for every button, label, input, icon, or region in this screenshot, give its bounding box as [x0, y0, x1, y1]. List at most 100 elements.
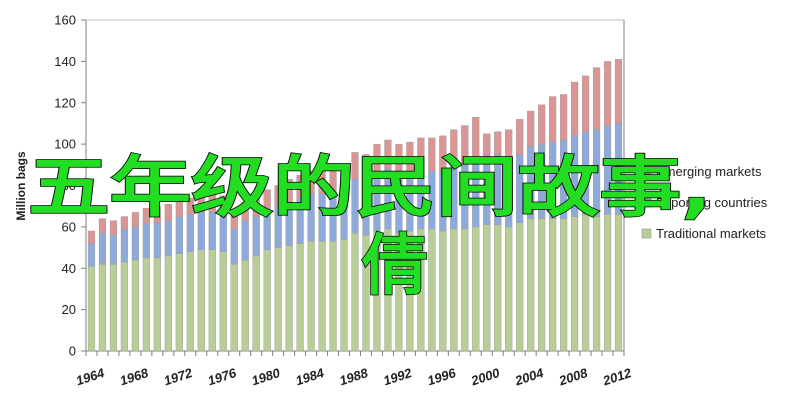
bar-emerging-markets-1973: [186, 197, 194, 215]
bar-emerging-markets-2010: [592, 67, 601, 130]
legend-label-traditional-markets: Traditional markets: [656, 226, 767, 241]
bar-emerging-markets-1998: [461, 125, 469, 166]
y-tick-label-100: 100: [54, 137, 76, 152]
bar-traditional-markets-1986: [329, 241, 337, 352]
bar-traditional-markets-2007: [560, 218, 568, 352]
bar-traditional-markets-1974: [197, 249, 205, 352]
bar-emerging-markets-1984: [307, 170, 315, 194]
bar-traditional-markets-1968: [131, 259, 140, 352]
bar-traditional-markets-1967: [120, 261, 129, 352]
bar-emerging-markets-1985: [318, 168, 326, 194]
bar-traditional-markets-1979: [252, 255, 260, 352]
x-tick-label-1976: 1976: [206, 365, 239, 388]
bar-emerging-markets-2009: [581, 75, 590, 132]
y-axis-title: Million bags: [14, 151, 28, 221]
bar-traditional-markets-1995: [428, 228, 436, 352]
bar-emerging-markets-1965: [98, 218, 107, 234]
bar-traditional-markets-2001: [494, 224, 502, 352]
bar-emerging-markets-1995: [428, 137, 436, 172]
bar-traditional-markets-1977: [230, 263, 238, 352]
x-tick-label-1972: 1972: [162, 365, 195, 388]
bar-emerging-markets-1975: [208, 193, 216, 213]
bar-traditional-markets-1983: [296, 243, 304, 352]
bar-traditional-markets-2010: [592, 216, 601, 352]
x-tick-label-1980: 1980: [250, 365, 283, 388]
bar-emerging-markets-1977: [230, 212, 238, 230]
bar-emerging-markets-1964: [87, 230, 96, 244]
bar-emerging-markets-1976: [219, 195, 227, 215]
bar-traditional-markets-2006: [549, 218, 557, 352]
y-tick-label-120: 120: [54, 95, 76, 110]
bar-exporting-countries-1964: [87, 243, 96, 267]
y-tick-labels: 0 20 40 60 80 100 120 140 160: [54, 13, 76, 359]
bar-emerging-markets-2002: [505, 129, 513, 161]
bar-emerging-markets-1994: [417, 137, 425, 172]
bar-traditional-markets-1971: [164, 255, 172, 352]
bar-emerging-markets-1993: [406, 141, 414, 174]
bar-traditional-markets-2003: [516, 222, 524, 352]
bar-traditional-markets-1973: [186, 251, 194, 352]
y-tick-label-140: 140: [54, 54, 76, 69]
bar-traditional-markets-1997: [450, 228, 458, 352]
bar-emerging-markets-2008: [570, 81, 579, 137]
bar-exporting-countries-1965: [98, 232, 107, 265]
bar-emerging-markets-1986: [329, 170, 337, 197]
bar-emerging-markets-1996: [439, 135, 447, 172]
bar-emerging-markets-1989: [362, 154, 370, 182]
bar-traditional-markets-1965: [98, 263, 107, 352]
bar-traditional-markets-1996: [439, 230, 447, 352]
bar-emerging-markets-1987: [340, 164, 348, 190]
legend: Emerging markets Exporting countries Tradi…: [641, 164, 768, 241]
bar-emerging-markets-1966: [109, 220, 118, 236]
bar-emerging-markets-1979: [252, 197, 260, 217]
bar-emerging-markets-1988: [351, 152, 359, 180]
bar-emerging-markets-2005: [538, 104, 546, 145]
y-tick-label-60: 60: [62, 219, 76, 234]
bar-traditional-markets-2008: [570, 216, 579, 352]
bar-traditional-markets-1988: [351, 232, 359, 352]
bar-emerging-markets-2003: [516, 119, 524, 155]
bar-emerging-markets-1971: [164, 203, 172, 221]
bar-traditional-markets-1972: [175, 253, 183, 352]
bar-emerging-markets-1999: [472, 117, 480, 159]
bar-emerging-markets-1990: [373, 143, 381, 174]
bar-traditional-markets-2004: [527, 218, 535, 352]
bar-emerging-markets-1992: [395, 143, 403, 176]
bar-traditional-markets-1985: [318, 241, 326, 352]
x-tick-label-1964: 1964: [74, 365, 107, 388]
bar-exporting-countries-1977: [230, 228, 238, 265]
x-tick-label-2000: 2000: [468, 365, 502, 389]
bar-exporting-countries-1970: [153, 222, 161, 259]
bar-traditional-markets-1976: [219, 251, 227, 352]
bar-emerging-markets-1983: [296, 174, 304, 199]
legend-label-emerging-markets: Emerging markets: [656, 164, 762, 179]
x-tick-label-1992: 1992: [381, 365, 414, 388]
bar-traditional-markets-1982: [285, 245, 293, 352]
bar-traditional-markets-1981: [274, 247, 282, 352]
bar-exporting-countries-1967: [120, 228, 129, 263]
bar-exporting-countries-1978: [241, 220, 249, 261]
bar-emerging-markets-1980: [263, 189, 271, 211]
bar-traditional-markets-1964: [87, 265, 96, 352]
bar-traditional-markets-1966: [109, 263, 118, 352]
bar-emerging-markets-2007: [560, 94, 568, 141]
x-tick-label-2004: 2004: [512, 365, 546, 389]
x-tick-label-1988: 1988: [338, 365, 371, 388]
bar-exporting-countries-1969: [142, 222, 150, 259]
bar-emerging-markets-1974: [197, 195, 205, 213]
x-tick-labels: 1964 1968 1972 1976 1980 1984 1988 1992 1996 2000…: [74, 365, 634, 389]
bar-traditional-markets-2000: [483, 224, 491, 352]
x-tick-label-2008: 2008: [556, 365, 590, 389]
y-tick-label-80: 80: [62, 178, 76, 193]
y-tick-label-0: 0: [69, 344, 76, 359]
legend-label-exporting-countries: Exporting countries: [656, 195, 768, 210]
x-tick-label-1968: 1968: [118, 365, 151, 388]
x-tick-label-1984: 1984: [294, 365, 327, 388]
bar-exporting-countries-1966: [109, 234, 118, 265]
y-tick-label-20: 20: [62, 302, 76, 317]
bar-traditional-markets-2012: [614, 214, 623, 352]
bar-traditional-markets-2009: [581, 214, 590, 352]
axes: [81, 19, 625, 356]
bar-emerging-markets-1997: [450, 129, 458, 168]
